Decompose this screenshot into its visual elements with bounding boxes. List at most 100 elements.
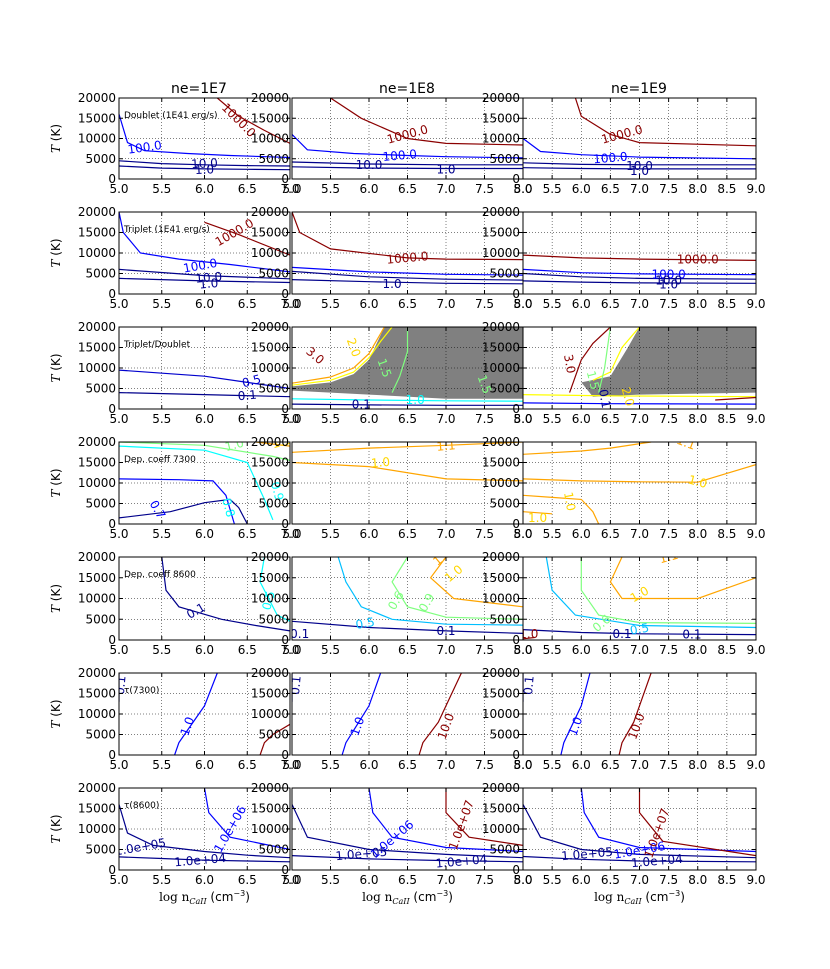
x-tick-label: 5.0 xyxy=(109,758,128,772)
x-tick-label: 6.0 xyxy=(572,758,591,772)
panel-r4-c3: 1.1 1.0 1.0 1.0 5.0 5.5 6.0 6.5 7.0 7.5 8.0 8.5 9.0 0… xyxy=(482,435,766,541)
contour-label: 1.1 xyxy=(436,438,456,454)
contour-line xyxy=(523,138,756,160)
y-tick-label: 5000 xyxy=(489,728,520,742)
y-tick-label: 20000 xyxy=(78,550,116,564)
x-tick-label: 9.0 xyxy=(746,643,765,657)
y-tick-label: 0 xyxy=(108,748,116,762)
y-tick-label: 0 xyxy=(512,863,520,877)
y-tick-label: 20000 xyxy=(482,666,520,680)
x-tick-label: 6.0 xyxy=(572,527,591,541)
contour-label: 0.1 xyxy=(612,627,631,641)
filled-region xyxy=(292,327,523,399)
y-tick-label: 15000 xyxy=(251,802,289,816)
y-tick-label: 10000 xyxy=(78,476,116,490)
y-tick-label: 5000 xyxy=(85,382,116,396)
contour-line xyxy=(292,327,385,384)
x-tick-label: 6.0 xyxy=(195,182,214,196)
contour-label: 1.0 xyxy=(178,715,198,738)
filled-region xyxy=(581,327,756,397)
x-tick-label: 5.5 xyxy=(321,297,340,311)
contour-line xyxy=(341,673,382,755)
x-tick-label: 5.5 xyxy=(543,643,562,657)
x-tick-label: 5.5 xyxy=(543,527,562,541)
y-tick-label: 0 xyxy=(281,633,289,647)
contour-label: 2.0 xyxy=(619,386,637,408)
contour-label: 0.1 xyxy=(290,627,309,641)
panel-r7-c2: 1.0e+05 1.0e+041.0e+06 1.0e+075.0 5.5 6.0 6.5… xyxy=(251,781,533,887)
contour-line xyxy=(119,392,290,398)
panel-r6-c1: 0.11.05.0 5.5 6.0 6.5 7.00500010000150002000… xyxy=(49,666,300,772)
contour-label: 100.0 xyxy=(127,138,163,157)
y-tick-label: 0 xyxy=(281,748,289,762)
y-tick-label: 20000 xyxy=(251,91,289,105)
y-tick-label: 15000 xyxy=(251,226,289,240)
x-tick-label: 5.5 xyxy=(152,873,171,887)
x-tick-label: 7.0 xyxy=(436,758,455,772)
contour-line xyxy=(418,673,462,755)
x-tick-label: 7.5 xyxy=(475,873,494,887)
x-tick-label: 7.0 xyxy=(630,527,649,541)
x-tick-label: 6.0 xyxy=(359,412,378,426)
x-tick-label: 6.5 xyxy=(601,297,620,311)
x-tick-label: 7.0 xyxy=(280,873,299,887)
contour-label: 1.5 xyxy=(584,369,602,391)
x-tick-label: 5.0 xyxy=(109,873,128,887)
x-tick-label: 6.0 xyxy=(359,873,378,887)
x-tick-label: 7.0 xyxy=(280,412,299,426)
y-tick-label: 20000 xyxy=(482,435,520,449)
x-tick-label: 5.0 xyxy=(282,527,301,541)
x-tick-label: 9.0 xyxy=(746,758,765,772)
panel-r2-c2: 1000.01.05.0 5.5 6.0 6.5 7.0 7.5 8.00500010000… xyxy=(251,205,533,311)
x-tick-label: 5.0 xyxy=(109,412,128,426)
panel-title: Doublet (1E41 erg/s) xyxy=(124,111,218,121)
contour-line xyxy=(259,723,290,755)
contour-label: 0.1 xyxy=(682,628,701,642)
y-tick-label: 20000 xyxy=(251,435,289,449)
x-tick-label: 8.5 xyxy=(717,873,736,887)
x-tick-label: 6.5 xyxy=(601,182,620,196)
y-tick-label: 20000 xyxy=(251,781,289,795)
contour-line xyxy=(292,166,523,170)
y-tick-label: 5000 xyxy=(85,843,116,857)
contour-label: 0.1 xyxy=(521,675,537,695)
x-tick-label: 8.0 xyxy=(688,873,707,887)
contour-line xyxy=(119,478,235,524)
y-tick-label: 0 xyxy=(108,402,116,416)
y-tick-label: 15000 xyxy=(482,571,520,585)
x-tick-label: 5.0 xyxy=(282,412,301,426)
x-tick-label: 8.0 xyxy=(688,297,707,311)
x-tick-label: 7.5 xyxy=(475,758,494,772)
y-tick-label: 15000 xyxy=(482,802,520,816)
x-tick-label: 6.0 xyxy=(359,643,378,657)
y-tick-label: 5000 xyxy=(258,152,289,166)
contour-label: 1000.0 xyxy=(677,253,719,267)
y-tick-label: 5000 xyxy=(258,843,289,857)
y-tick-label: 15000 xyxy=(251,687,289,701)
x-tick-label: 9.0 xyxy=(746,182,765,196)
contour-line xyxy=(523,464,756,483)
x-tick-label: 6.5 xyxy=(398,758,417,772)
contour-label: 1.0 xyxy=(630,164,649,178)
x-tick-label: 7.5 xyxy=(659,412,678,426)
contour-label: 100.0 xyxy=(382,147,417,164)
y-tick-label: 20000 xyxy=(78,205,116,219)
x-tick-label: 5.0 xyxy=(513,873,532,887)
x-tick-label: 6.5 xyxy=(398,297,417,311)
contour-line xyxy=(292,620,523,634)
x-tick-label: 7.0 xyxy=(630,643,649,657)
x-tick-label: 8.0 xyxy=(513,182,532,196)
contour-label: 0.1 xyxy=(436,624,455,638)
plot-area: 0.11.0 10.0 xyxy=(292,673,523,755)
panel-r3-c3: 3.0 1.50.1 2.0 5.0 5.5 6.0 6.5 7.0 7.5 8.0 8.5 9.0 0… xyxy=(482,320,766,426)
contour-line xyxy=(368,788,523,853)
contour-line xyxy=(119,804,290,859)
contour-line xyxy=(580,557,756,624)
x-axis-label: log nCaII (cm−3) xyxy=(594,889,685,906)
y-tick-label: 15000 xyxy=(482,456,520,470)
